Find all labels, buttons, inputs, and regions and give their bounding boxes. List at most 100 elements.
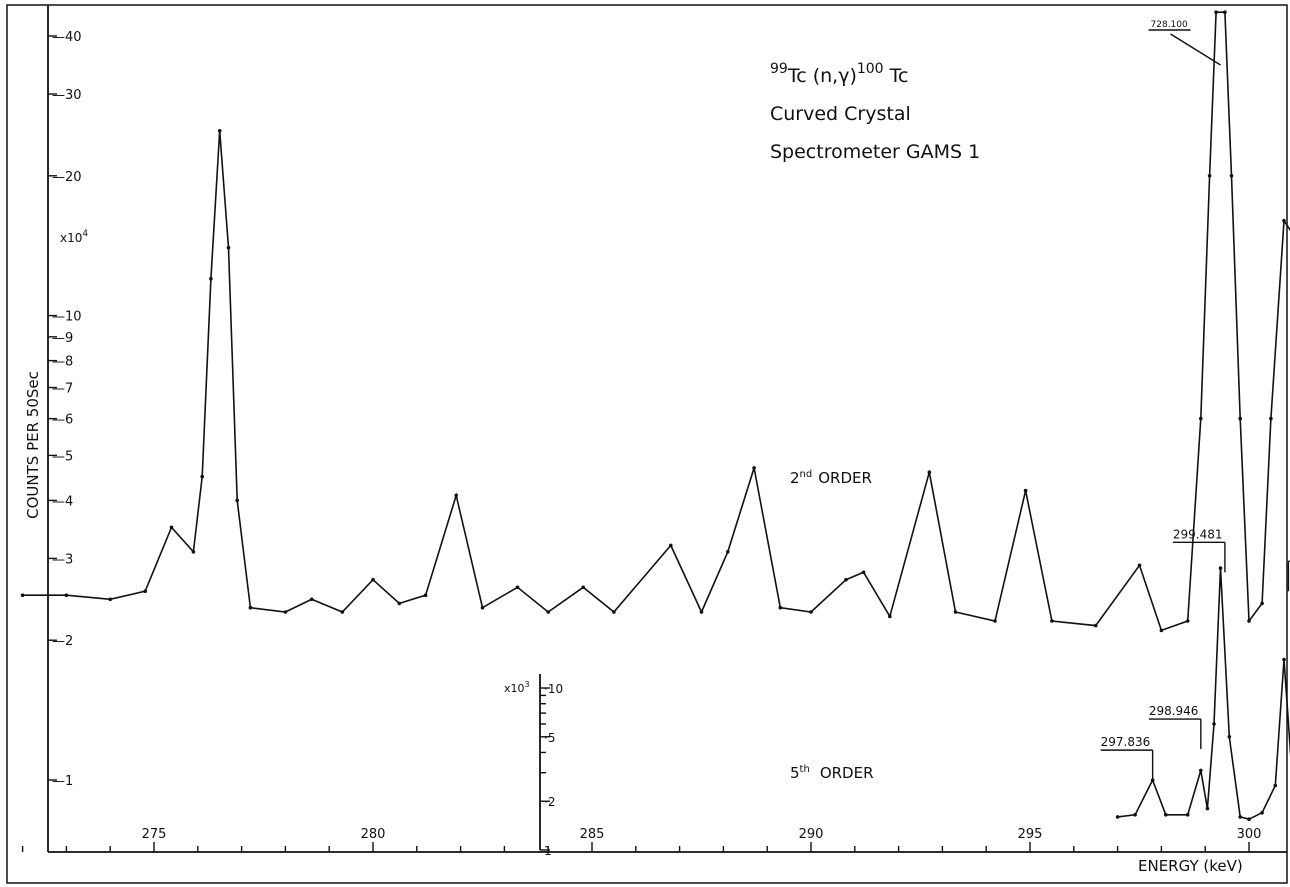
x-tick-label: 300 (1237, 827, 1262, 842)
y-tick-label: —3 (52, 552, 73, 567)
data-point (64, 593, 69, 597)
data-point (778, 605, 783, 610)
y-tick-label: —1 (52, 774, 73, 789)
data-point (515, 585, 520, 590)
data-point (1185, 619, 1190, 623)
data-point (108, 597, 112, 602)
data-point (143, 589, 147, 593)
inset-y-tick-label: ·10 (544, 682, 563, 696)
data-point (1212, 722, 1216, 726)
y-multiplier: x104 (60, 229, 88, 245)
y-tick-label: —20 (52, 170, 82, 185)
data-point (699, 610, 704, 614)
data-point (20, 593, 25, 597)
data-point (1214, 10, 1218, 14)
data-point (1185, 813, 1190, 817)
annotation-label: 728.100 (1151, 20, 1188, 30)
data-point (1260, 810, 1264, 815)
y-tick-label: —9 (52, 331, 73, 346)
second-order-trace (22, 11, 1290, 632)
chart-frame (6, 4, 1288, 884)
x-tick-label: 280 (361, 827, 386, 842)
y-tick-label: —5 (52, 449, 73, 464)
data-point (1223, 10, 1227, 14)
x-axis-label: ENERGY (keV) (1138, 857, 1243, 875)
data-point (1050, 619, 1054, 623)
data-point (1227, 735, 1232, 739)
data-point (309, 597, 314, 602)
annotation-label: 298.946 (1149, 704, 1199, 718)
data-point (191, 550, 196, 554)
chart-title: 99Tc (n,γ)100 Tc Curved Crystal Spectromet… (770, 61, 980, 163)
y-tick-label: —4 (52, 494, 73, 509)
data-point (1164, 813, 1168, 817)
y-tick-label: —7 (52, 382, 73, 397)
data-point (1133, 813, 1137, 817)
data-point (1282, 219, 1286, 223)
data-point (844, 577, 848, 582)
y-tick-label: —6 (52, 413, 73, 428)
data-point (209, 277, 213, 281)
data-point (1247, 817, 1251, 821)
data-point (248, 605, 253, 610)
x-tick-label: 275 (142, 827, 167, 842)
y-tick-label: —10 (52, 310, 82, 325)
data-point (200, 474, 204, 479)
data-point (423, 593, 428, 597)
data-point (1269, 416, 1273, 421)
data-point (861, 570, 866, 575)
fifth-order-label: 5th ORDER (790, 764, 874, 782)
data-point (752, 466, 756, 470)
y-tick-label: —30 (52, 88, 82, 103)
data-point (1238, 416, 1242, 421)
data-point (454, 493, 459, 498)
data-point (993, 619, 997, 623)
data-point (1282, 657, 1286, 662)
spectrum-traces (20, 10, 1290, 821)
axes: 275280285290295300305310315320325330—1—2… (21, 5, 1287, 858)
y-tick-label: —8 (52, 355, 73, 370)
data-point (1229, 174, 1234, 178)
data-point (1137, 563, 1142, 568)
y-tick-label: —2 (52, 634, 73, 649)
data-point (283, 610, 288, 614)
data-point (1199, 768, 1203, 773)
second-order-label: 2nd ORDER (790, 469, 872, 487)
data-point (581, 585, 585, 590)
data-point (1093, 623, 1098, 628)
data-point (669, 543, 673, 548)
data-point (226, 245, 231, 250)
fifth-order-trace (1117, 568, 1290, 821)
data-point (340, 610, 345, 614)
data-point (1205, 806, 1210, 811)
y-axis-label: COUNTS PER 50Sec (24, 371, 42, 519)
data-point (480, 605, 485, 610)
data-point (888, 614, 892, 619)
data-point (1218, 566, 1223, 570)
data-point (169, 525, 174, 530)
inset-y-tick-label: ·5 (544, 731, 555, 745)
data-point (397, 601, 402, 606)
data-point (953, 610, 958, 614)
data-point (1273, 783, 1278, 788)
data-point (1207, 174, 1212, 178)
data-point (1260, 601, 1264, 606)
data-point (726, 550, 730, 554)
annotation-label: 297.836 (1101, 735, 1151, 749)
data-point (1238, 815, 1242, 819)
data-point (217, 129, 222, 133)
data-point (1199, 416, 1203, 421)
data-point (371, 577, 375, 582)
annotation-label: 299.481 (1173, 527, 1223, 541)
data-point (1159, 628, 1164, 633)
x-tick-label: 290 (799, 827, 824, 842)
data-point (927, 470, 932, 475)
title-line: Curved Crystal (770, 103, 911, 125)
inset-y-tick-label: ·2 (544, 795, 555, 809)
data-point (235, 498, 239, 503)
data-point (809, 610, 813, 614)
annotation-leader (1170, 33, 1221, 66)
data-point (612, 610, 616, 614)
data-point (1247, 619, 1251, 623)
